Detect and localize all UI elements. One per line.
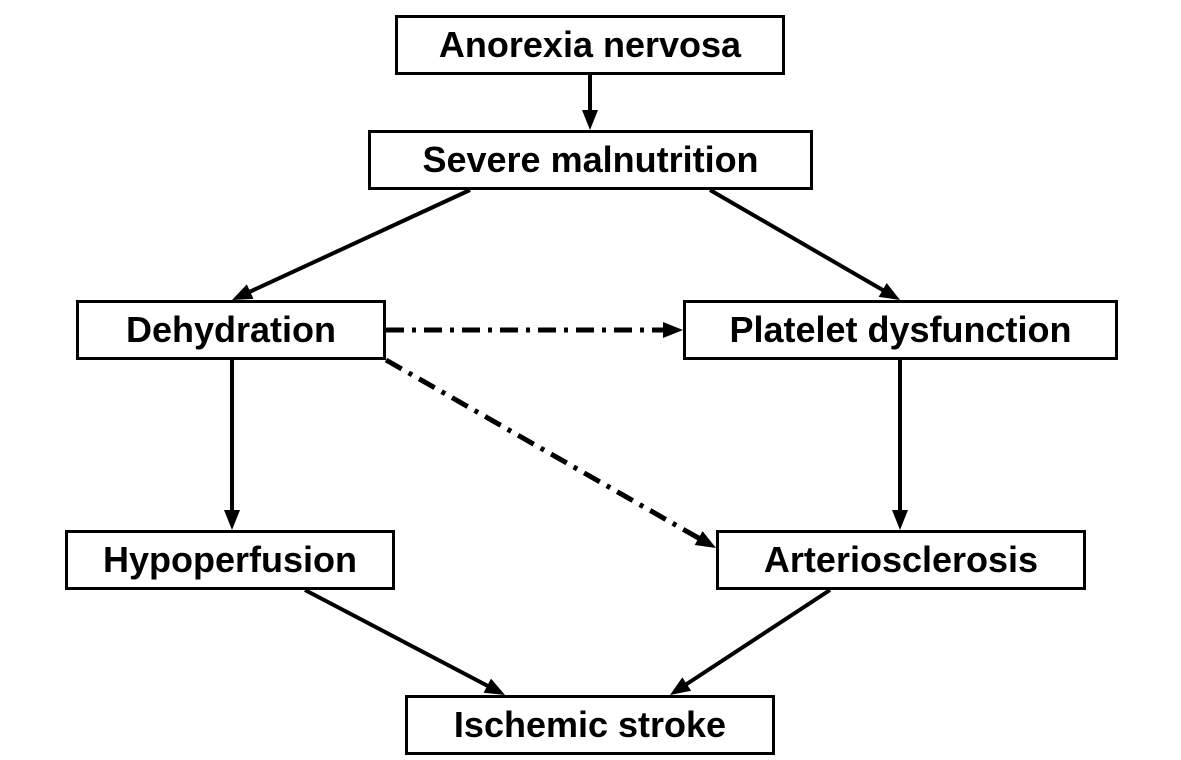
edge-arrowhead bbox=[484, 679, 505, 695]
node-label: Ischemic stroke bbox=[454, 705, 726, 745]
edge-arrowhead bbox=[892, 510, 908, 530]
node-label: Hypoperfusion bbox=[103, 540, 357, 580]
edge-line bbox=[685, 590, 830, 685]
node-hypoperfusion: Hypoperfusion bbox=[65, 530, 395, 590]
node-platelet-dysfunction: Platelet dysfunction bbox=[683, 300, 1118, 360]
node-arteriosclerosis: Arteriosclerosis bbox=[716, 530, 1086, 590]
edge-line bbox=[710, 190, 884, 291]
edge-arrowhead bbox=[670, 677, 691, 695]
node-label: Severe malnutrition bbox=[422, 140, 758, 180]
edge-arrowhead bbox=[232, 284, 254, 300]
edge-line bbox=[305, 590, 489, 687]
node-label: Arteriosclerosis bbox=[764, 540, 1038, 580]
edge-arrowhead bbox=[663, 322, 683, 338]
edge-arrowhead bbox=[582, 110, 598, 130]
node-label: Dehydration bbox=[126, 310, 336, 350]
node-label: Platelet dysfunction bbox=[729, 310, 1071, 350]
edge-arrowhead bbox=[224, 510, 240, 530]
node-anorexia-nervosa: Anorexia nervosa bbox=[395, 15, 785, 75]
edge-line bbox=[248, 190, 470, 292]
node-label: Anorexia nervosa bbox=[439, 25, 741, 65]
edge-line bbox=[386, 360, 700, 539]
node-dehydration: Dehydration bbox=[76, 300, 386, 360]
node-ischemic-stroke: Ischemic stroke bbox=[405, 695, 775, 755]
node-severe-malnutrition: Severe malnutrition bbox=[368, 130, 813, 190]
edges-layer bbox=[0, 0, 1181, 760]
edge-arrowhead bbox=[879, 283, 900, 300]
edge-arrowhead bbox=[695, 531, 716, 548]
flowchart-canvas: Anorexia nervosa Severe malnutrition Deh… bbox=[0, 0, 1181, 760]
